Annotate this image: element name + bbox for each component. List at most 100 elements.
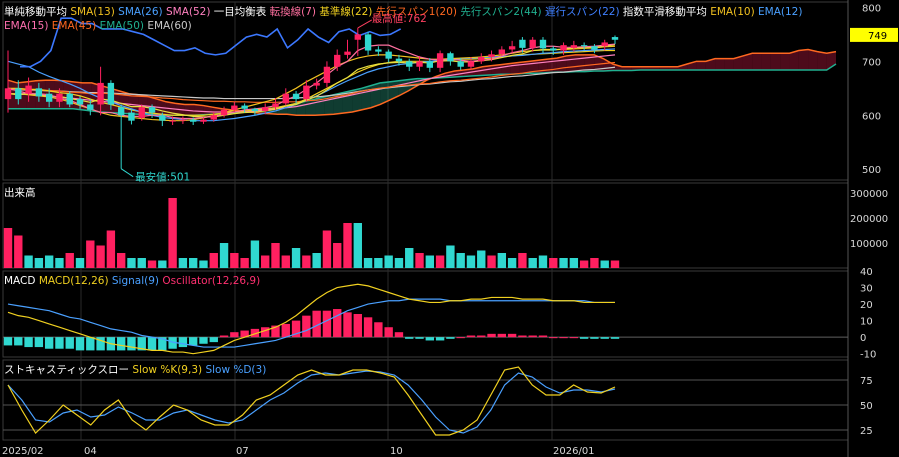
cloud-segment bbox=[584, 54, 595, 72]
current-price-marker bbox=[850, 27, 898, 42]
legend-entry: Oscillator(12,26,9) bbox=[162, 275, 260, 287]
candle-body bbox=[447, 53, 454, 62]
macd-oscillator-bar bbox=[261, 327, 270, 338]
macd-oscillator-bar bbox=[116, 337, 126, 351]
macd-oscillator-bar bbox=[24, 337, 33, 348]
macd-oscillator-bar bbox=[497, 333, 507, 338]
x-tick-label: 10 bbox=[390, 446, 403, 457]
candle-body bbox=[591, 46, 598, 50]
candle-body bbox=[76, 99, 84, 105]
volume-bar bbox=[343, 223, 352, 268]
macd-oscillator-bar bbox=[86, 337, 95, 351]
legend-entry: EMA(12) bbox=[758, 6, 802, 18]
candle-body bbox=[334, 54, 341, 67]
candle-body bbox=[148, 107, 156, 113]
ichimoku-cloud bbox=[7, 48, 837, 117]
macd-oscillator-bar bbox=[333, 309, 342, 338]
volume-bar bbox=[168, 198, 177, 268]
volume-bar bbox=[106, 230, 116, 268]
volume-bar bbox=[55, 258, 64, 268]
macd-signal-line bbox=[7, 298, 615, 348]
macd-oscillator-bar bbox=[507, 333, 517, 338]
macd-tick-label: -10 bbox=[860, 350, 876, 361]
macd-oscillator-bar bbox=[250, 328, 260, 338]
candle-body bbox=[128, 112, 135, 121]
volume-bar bbox=[261, 255, 270, 268]
cloud-segment bbox=[780, 53, 790, 70]
legend-entry: 指数平滑移動平均 bbox=[623, 5, 710, 18]
cloud-segment bbox=[817, 51, 827, 70]
volume-bar bbox=[281, 255, 290, 268]
candle-body bbox=[436, 53, 444, 68]
macd-oscillator-bar bbox=[137, 337, 146, 351]
volume-bar bbox=[507, 258, 517, 268]
legend-entry: SMA(26) bbox=[118, 6, 166, 18]
candle-body bbox=[66, 93, 73, 105]
candle-body bbox=[488, 54, 495, 58]
axis-labels: 500 600 700 800 100000 200000 300000 -10 0 10 20 30… bbox=[2, 3, 898, 457]
volume-bar bbox=[374, 258, 383, 268]
volume-bar bbox=[446, 245, 455, 268]
macd-oscillator-bar bbox=[75, 337, 85, 351]
candle-body bbox=[478, 57, 485, 62]
candle-body bbox=[292, 93, 300, 100]
candle-body bbox=[159, 115, 166, 121]
volume-bar bbox=[3, 228, 13, 268]
macd-oscillator-bar bbox=[590, 337, 599, 339]
macd-oscillator-bar bbox=[322, 310, 332, 338]
candle-body bbox=[35, 88, 43, 97]
candle-body bbox=[25, 85, 32, 94]
x-tick-label: 07 bbox=[236, 446, 249, 457]
macd-oscillator-bar bbox=[240, 330, 249, 338]
candle-body bbox=[508, 46, 516, 50]
tenkan-line bbox=[7, 43, 616, 120]
cloud-segment bbox=[659, 66, 669, 70]
macd-tick-label: 40 bbox=[860, 267, 873, 278]
stoch-legend: ストキャスティックスロー Slow %K(9,3) Slow %D(3) bbox=[4, 364, 266, 376]
macd-legend: MACD MACD(12,26) Signal(9) Oscillator(12… bbox=[4, 275, 260, 287]
candle-body bbox=[467, 61, 475, 67]
candle-body bbox=[406, 61, 413, 67]
candle-body bbox=[313, 82, 320, 86]
legend-entry: SMA(13) bbox=[70, 6, 118, 18]
volume-tick-label: 100000 bbox=[850, 239, 888, 250]
candle-body bbox=[354, 34, 361, 40]
macd-oscillator-bar bbox=[34, 337, 44, 348]
volume-bar bbox=[590, 258, 599, 268]
macd-oscillator-bar bbox=[14, 337, 23, 346]
volume-bar bbox=[415, 253, 424, 268]
cloud-segment bbox=[491, 64, 502, 75]
macd-oscillator-bar bbox=[559, 337, 568, 339]
cloud-segment bbox=[808, 49, 818, 70]
candle-body bbox=[601, 42, 608, 47]
legend-entry: ストキャスティックスロー bbox=[4, 364, 132, 376]
candle-body bbox=[385, 51, 392, 59]
cloud-segment bbox=[733, 55, 743, 70]
cloud-segment bbox=[184, 104, 195, 116]
price-tick-label: 800 bbox=[862, 3, 881, 14]
volume-tick-label: 200000 bbox=[850, 214, 888, 225]
legend-entry: EMA(10) bbox=[710, 6, 758, 18]
cloud-segment bbox=[82, 82, 92, 111]
low-annotation-line bbox=[120, 168, 134, 178]
volume-bar bbox=[528, 258, 537, 268]
candle-body bbox=[241, 105, 248, 109]
volume-bar bbox=[178, 258, 188, 268]
volume-tick-label: 300000 bbox=[850, 189, 888, 200]
candle-body bbox=[107, 82, 115, 105]
low-annotation: 最安値:501 bbox=[135, 171, 190, 184]
chikou-line bbox=[20, 17, 402, 68]
volume-bar bbox=[569, 258, 579, 268]
legend-entry: EMA(60) bbox=[147, 20, 191, 32]
legend-entry: EMA(50) bbox=[100, 20, 148, 32]
legend-entry: Slow %K(9,3) bbox=[132, 364, 205, 376]
cloud-segment bbox=[724, 58, 734, 70]
stoch-tick-label: 75 bbox=[860, 376, 873, 387]
legend-entry: EMA(15) bbox=[4, 20, 52, 32]
macd-line bbox=[7, 283, 615, 355]
volume-bar bbox=[302, 255, 311, 268]
candle-body bbox=[519, 39, 526, 48]
candle-body bbox=[580, 45, 588, 47]
volume-bar bbox=[250, 240, 260, 268]
candle-body bbox=[169, 120, 176, 122]
